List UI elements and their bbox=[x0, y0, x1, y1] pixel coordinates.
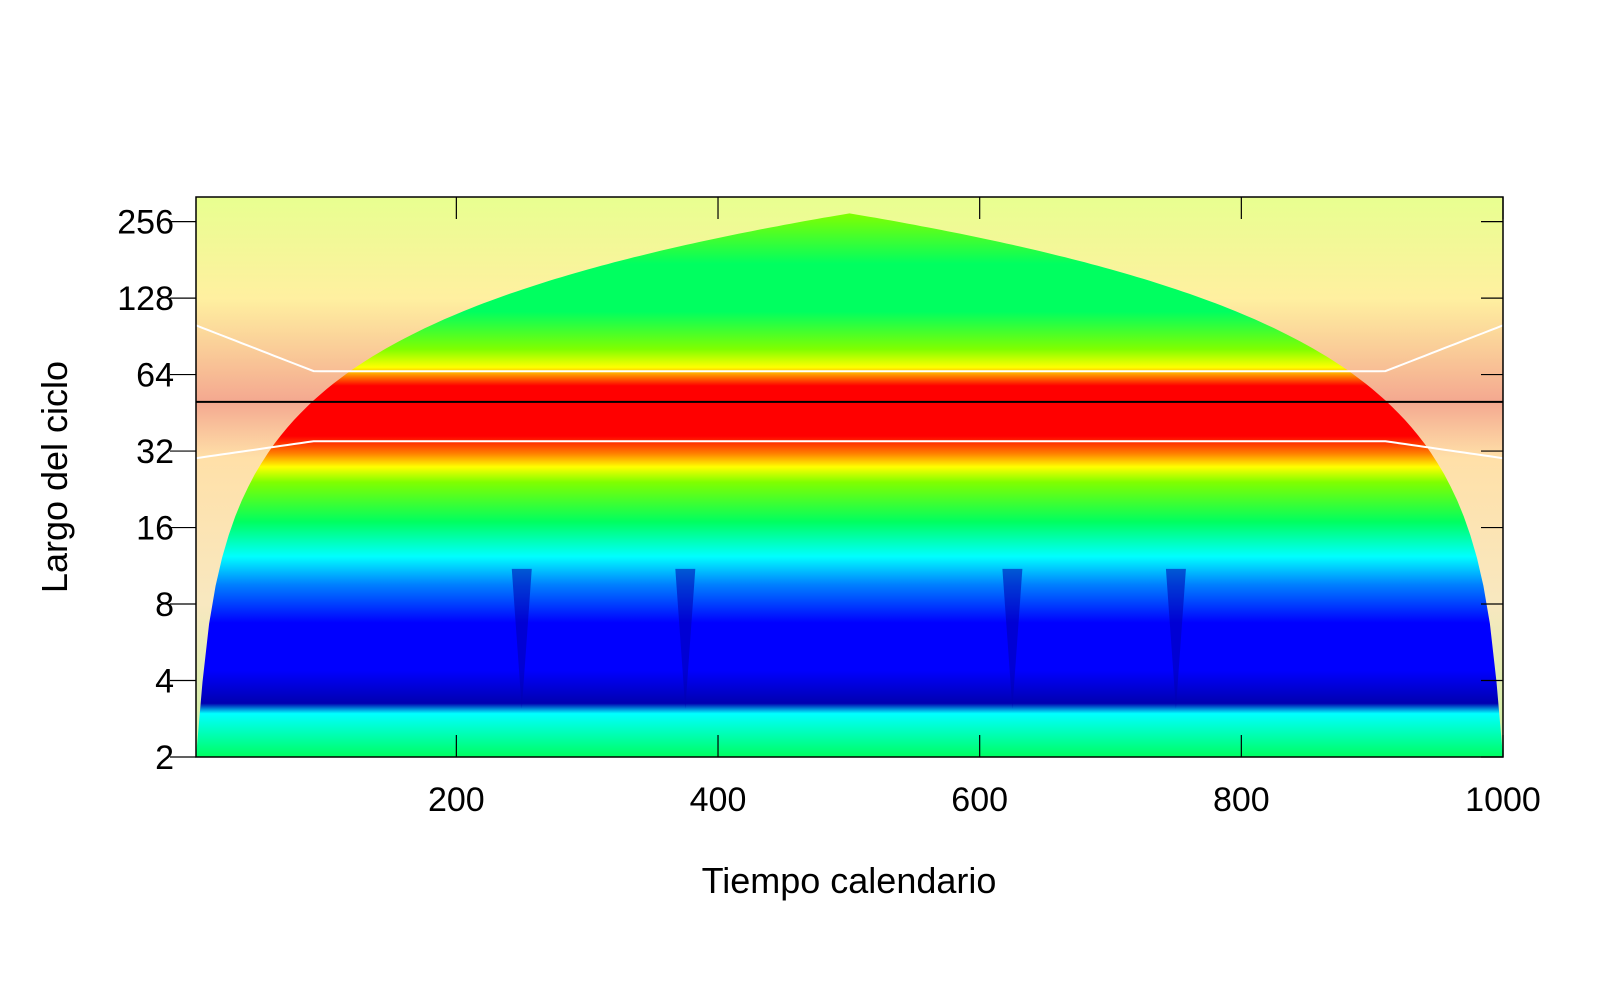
lower-significance-contour bbox=[196, 440, 1503, 460]
y-tick-label: 4 bbox=[155, 663, 174, 701]
y-tick-label: 16 bbox=[136, 510, 174, 548]
local-minimum-mark bbox=[1002, 568, 1023, 709]
x-axis: 200 400 600 800 1000 bbox=[428, 197, 1541, 819]
plot-frame bbox=[195, 196, 1504, 758]
y-tick-label: 256 bbox=[117, 204, 174, 242]
y-tick-label: 64 bbox=[136, 357, 174, 395]
plot-area bbox=[196, 197, 1503, 757]
y-tick-label: 8 bbox=[155, 586, 174, 624]
x-tick-label: 800 bbox=[1213, 781, 1270, 819]
x-tick-label: 200 bbox=[428, 781, 485, 819]
local-minima-marks bbox=[511, 568, 1186, 709]
upper-significance-contour bbox=[196, 324, 1503, 373]
y-axis-label: Largo del ciclo bbox=[34, 361, 75, 593]
y-axis: 2 4 8 16 32 64 128 256 bbox=[117, 204, 1503, 777]
y-tick-label: 128 bbox=[117, 280, 174, 318]
y-tick-label: 32 bbox=[136, 433, 174, 471]
local-minimum-mark bbox=[675, 568, 696, 709]
x-tick-label: 400 bbox=[690, 781, 747, 819]
x-axis-label: Tiempo calendario bbox=[702, 860, 997, 901]
x-tick-label: 1000 bbox=[1465, 781, 1541, 819]
local-minimum-mark bbox=[511, 568, 532, 709]
local-minimum-mark bbox=[1165, 568, 1186, 709]
y-tick-label: 2 bbox=[155, 739, 174, 777]
x-tick-label: 600 bbox=[951, 781, 1008, 819]
